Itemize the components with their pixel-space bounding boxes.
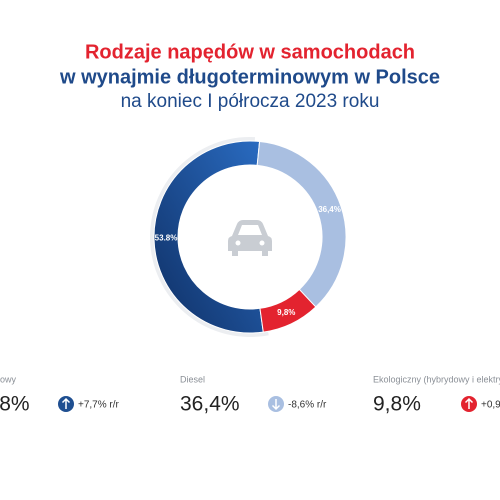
change-arrow [61, 397, 71, 409]
chart-title: Rodzaje napędów w samochodach [85, 41, 415, 63]
legend-label: Diesel [180, 374, 205, 384]
data-label: 36,4% [318, 205, 341, 214]
change-label: -8,6% r/r [288, 400, 327, 411]
car-icon [228, 220, 272, 256]
legend-value: 9,8% [373, 393, 421, 416]
donut-segment [259, 288, 317, 333]
legend-label: Ekologiczny (hybrydowy i elektryczny) [373, 374, 500, 384]
donut-segment [256, 140, 347, 308]
change-label: +0,9% r/r [481, 400, 500, 411]
change-arrow [464, 397, 474, 409]
chart-subtitle: na koniec I półrocza 2023 roku [121, 91, 380, 112]
legend-label: Benzynowy [0, 374, 17, 384]
change-label: +7,7% r/r [78, 400, 120, 411]
chart-title-line2: w wynajmie długoterminowym w Polsce [59, 66, 440, 88]
data-label: 53.8% [155, 234, 178, 243]
donut-segment [153, 140, 264, 334]
legend-value: 53,8% [0, 393, 30, 416]
change-arrow [271, 399, 281, 411]
data-label: 9,8% [277, 308, 295, 317]
legend-value: 36,4% [180, 393, 240, 416]
